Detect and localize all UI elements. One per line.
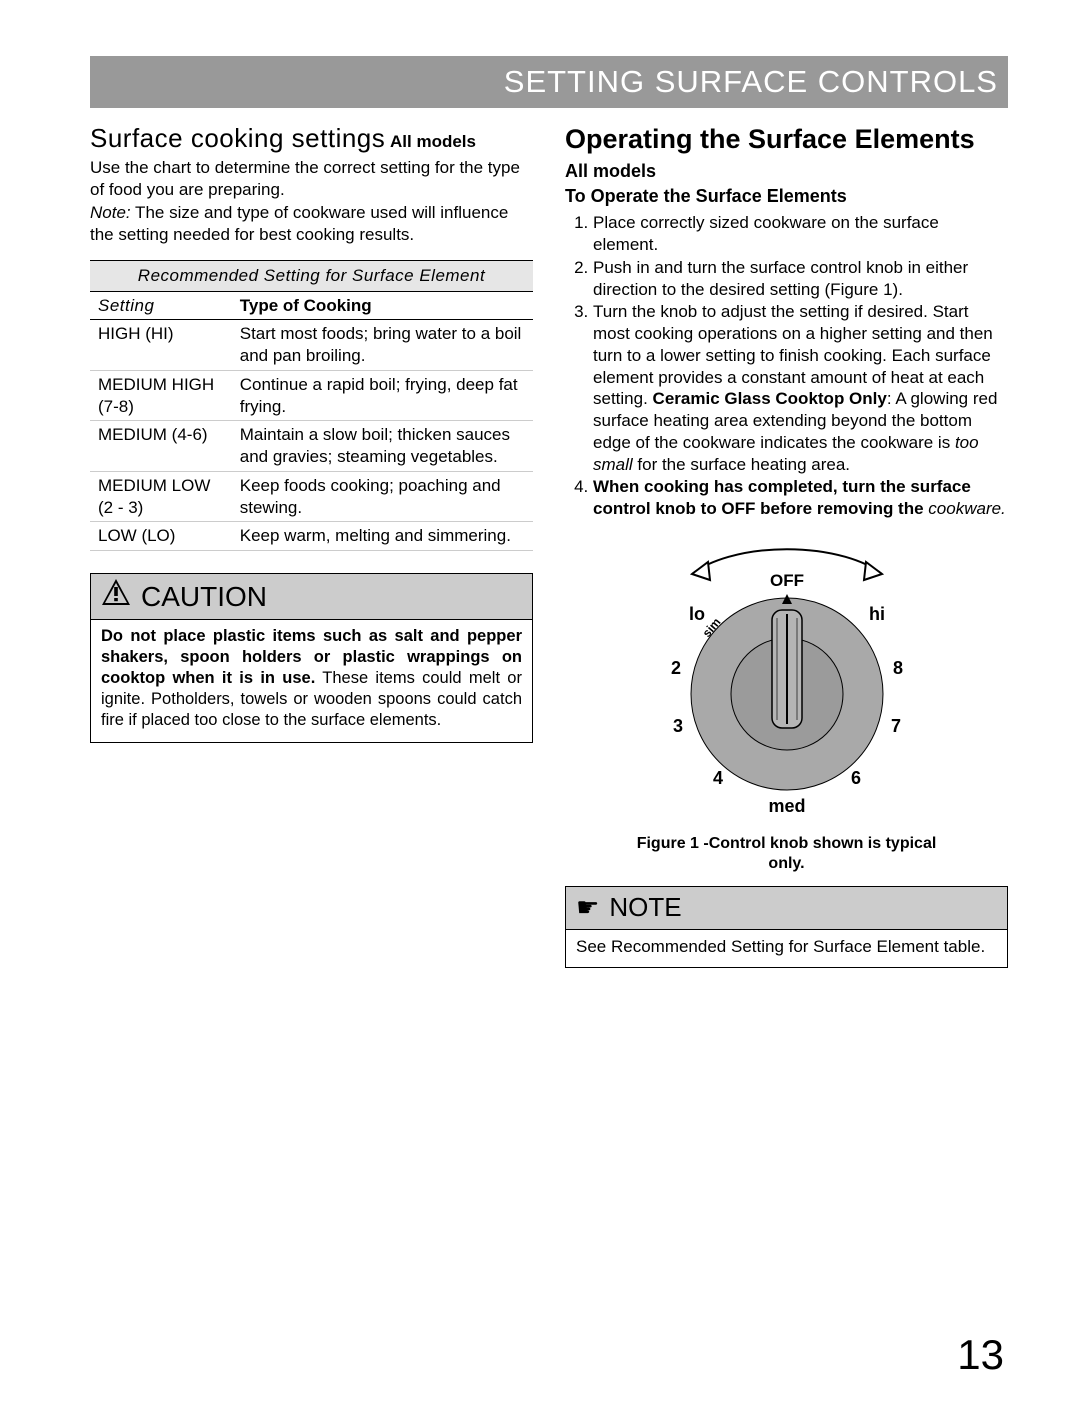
page-header: SETTING SURFACE CONTROLS	[90, 56, 1008, 108]
table-row: MEDIUM (4-6)Maintain a slow boil; thicke…	[90, 421, 533, 472]
note-label: Note:	[90, 203, 131, 222]
note-label: NOTE	[609, 891, 681, 924]
settings-table-wrap: Recommended Setting for Surface Element …	[90, 260, 533, 551]
caution-box: CAUTION Do not place plastic items such …	[90, 573, 533, 742]
settings-table: Recommended Setting for Surface Element …	[90, 260, 533, 551]
left-note: Note: The size and type of cookware used…	[90, 202, 533, 246]
note-head: ☚ NOTE	[566, 887, 1007, 929]
knob-off-label: OFF	[770, 571, 804, 590]
table-col-setting: Setting	[90, 291, 232, 320]
table-row: HIGH (HI)Start most foods; bring water t…	[90, 320, 533, 371]
knob-figure: OFF lo hi 2 8 3 7 4 6 med sim	[622, 534, 952, 875]
table-row: MEDIUM LOW (2 - 3)Keep foods cooking; po…	[90, 471, 533, 522]
step-3: Turn the knob to adjust the setting if d…	[593, 301, 1008, 475]
svg-text:med: med	[768, 796, 805, 816]
page-number: 13	[90, 1328, 1008, 1382]
note-body: See Recommended Setting for Surface Elem…	[566, 930, 1007, 968]
caution-label: CAUTION	[141, 579, 267, 615]
left-column: Surface cooking settings All models Use …	[90, 122, 533, 969]
left-heading-suffix: All models	[390, 132, 476, 151]
right-heading: Operating the Surface Elements	[565, 122, 1008, 157]
svg-text:4: 4	[712, 768, 722, 788]
svg-text:7: 7	[890, 716, 900, 736]
caution-body: Do not place plastic items such as salt …	[91, 620, 532, 742]
step-2: Push in and turn the surface control kno…	[593, 257, 1008, 301]
svg-text:8: 8	[892, 658, 902, 678]
left-intro: Use the chart to determine the correct s…	[90, 157, 533, 201]
table-row: MEDIUM HIGH (7-8)Continue a rapid boil; …	[90, 370, 533, 421]
left-heading: Surface cooking settings	[90, 123, 385, 153]
caution-head: CAUTION	[91, 574, 532, 620]
figure-caption: Figure 1 -Control knob shown is typical …	[622, 834, 952, 875]
warning-icon	[101, 578, 131, 615]
right-sub-to: To Operate the Surface Elements	[565, 185, 1008, 208]
pointer-icon: ☚	[576, 891, 599, 924]
steps-list: Place correctly sized cookware on the su…	[593, 212, 1008, 520]
svg-text:3: 3	[672, 716, 682, 736]
note-box: ☚ NOTE See Recommended Setting for Surfa…	[565, 886, 1008, 968]
svg-text:lo: lo	[689, 604, 705, 624]
svg-text:hi: hi	[869, 604, 885, 624]
note-text: The size and type of cookware used will …	[90, 203, 508, 244]
right-column: Operating the Surface Elements All model…	[565, 122, 1008, 969]
table-title: Recommended Setting for Surface Element	[90, 260, 533, 291]
table-col-type: Type of Cooking	[232, 291, 533, 320]
table-row: LOW (LO)Keep warm, melting and simmering…	[90, 522, 533, 551]
right-sub-all: All models	[565, 160, 1008, 183]
svg-text:2: 2	[670, 658, 680, 678]
svg-text:6: 6	[850, 768, 860, 788]
step-1: Place correctly sized cookware on the su…	[593, 212, 1008, 256]
step-4: When cooking has completed, turn the sur…	[593, 476, 1008, 520]
